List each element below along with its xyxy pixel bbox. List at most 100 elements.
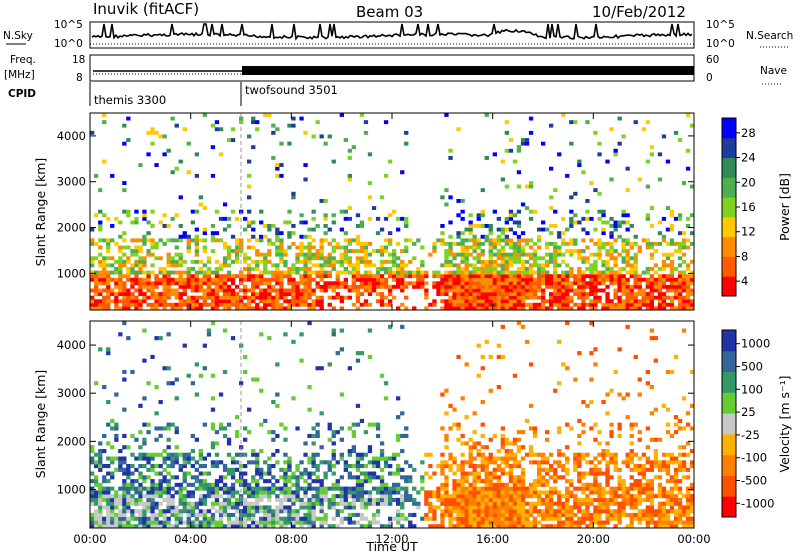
heatmap-cell xyxy=(444,277,449,282)
heatmap-cell xyxy=(323,516,328,521)
heatmap-cell xyxy=(649,437,654,442)
heatmap-cell xyxy=(226,216,232,221)
heatmap-cell xyxy=(444,284,449,289)
heatmap-cell xyxy=(388,231,393,236)
heatmap-cell xyxy=(235,256,240,261)
nsearch-tick-top: 10^5 xyxy=(706,19,735,31)
heatmap-cell xyxy=(359,113,365,117)
heatmap-cell xyxy=(553,267,558,271)
heatmap-cell xyxy=(150,127,155,132)
heatmap-cell xyxy=(102,433,107,438)
heatmap-cell xyxy=(532,306,538,311)
heatmap-cell xyxy=(331,433,336,438)
heatmap-cell xyxy=(230,486,236,491)
heatmap-cell xyxy=(158,512,163,517)
heatmap-cell xyxy=(452,292,457,296)
heatmap-cell xyxy=(669,524,675,529)
heatmap-cell xyxy=(162,281,167,286)
heatmap-cell xyxy=(259,295,264,300)
heatmap-cell xyxy=(637,177,642,182)
heatmap-cell xyxy=(625,227,630,232)
heatmap-cell xyxy=(396,467,401,472)
heatmap-cell xyxy=(460,452,465,457)
heatmap-cell xyxy=(307,520,312,525)
heatmap-cell xyxy=(404,433,409,438)
heatmap-cell xyxy=(150,512,155,517)
heatmap-cell xyxy=(420,245,425,250)
heatmap-cell xyxy=(271,475,276,480)
heatmap-cell xyxy=(138,256,143,261)
heatmap-cell xyxy=(323,512,328,517)
heatmap-cell xyxy=(557,306,562,311)
heatmap-cell xyxy=(516,281,522,286)
heatmap-cell xyxy=(593,437,598,442)
heatmap-cell xyxy=(283,263,288,268)
heatmap-cell xyxy=(114,292,119,296)
heatmap-cell xyxy=(645,381,650,386)
heatmap-cell xyxy=(528,252,534,257)
heatmap-cell xyxy=(134,497,139,502)
heatmap-cell xyxy=(396,471,401,476)
heatmap-cell xyxy=(677,299,683,304)
heatmap-cell xyxy=(524,184,530,189)
heatmap-cell xyxy=(436,497,441,502)
heatmap-cell xyxy=(239,277,244,282)
heatmap-cell xyxy=(669,238,675,243)
heatmap-cell xyxy=(162,292,167,296)
heatmap-cell xyxy=(581,400,586,405)
heatmap-cell xyxy=(331,452,336,457)
heatmap-cell xyxy=(520,277,526,282)
heatmap-cell xyxy=(138,482,143,487)
heatmap-cell xyxy=(460,524,465,529)
heatmap-cell xyxy=(504,452,509,457)
heatmap-cell xyxy=(190,259,195,264)
heatmap-cell xyxy=(351,433,356,438)
freq-unit: [MHz] xyxy=(4,69,35,81)
heatmap-cell xyxy=(130,471,135,476)
heatmap-cell xyxy=(625,259,630,264)
heatmap-cell xyxy=(629,284,634,289)
heatmap-cell xyxy=(577,220,582,225)
heatmap-cell xyxy=(222,281,228,286)
heatmap-cell xyxy=(673,520,679,525)
heatmap-cell xyxy=(319,490,324,495)
heatmap-cell xyxy=(198,524,203,529)
heatmap-cell xyxy=(339,306,344,311)
heatmap-cell xyxy=(661,263,667,268)
heatmap-cell xyxy=(275,362,280,367)
heatmap-cell xyxy=(287,512,292,517)
heatmap-cell xyxy=(323,288,328,293)
heatmap-cell xyxy=(251,120,256,125)
heatmap-cell xyxy=(480,516,485,521)
heatmap-cell xyxy=(665,464,671,469)
heatmap-cell xyxy=(210,494,216,499)
heatmap-cell xyxy=(516,321,522,326)
heatmap-cell xyxy=(327,259,332,264)
heatmap-cell xyxy=(190,284,195,289)
heatmap-cell xyxy=(512,516,518,521)
heatmap-cell xyxy=(440,501,445,506)
heatmap-cell xyxy=(404,224,409,228)
heatmap-cell xyxy=(210,302,216,307)
heatmap-cell xyxy=(661,295,667,300)
heatmap-cell xyxy=(122,123,127,128)
heatmap-cell xyxy=(677,277,683,282)
heatmap-cell xyxy=(641,299,646,304)
heatmap-cell xyxy=(541,497,546,502)
heatmap-cell xyxy=(508,277,514,282)
heatmap-cell xyxy=(214,501,220,506)
heatmap-cell xyxy=(339,299,344,304)
heatmap-cell xyxy=(452,284,457,289)
heatmap-cell xyxy=(561,113,566,117)
heatmap-cell xyxy=(371,249,377,253)
heatmap-cell xyxy=(375,292,381,296)
heatmap-cell xyxy=(432,299,437,304)
heatmap-cell xyxy=(214,209,220,214)
heatmap-cell xyxy=(267,464,272,469)
heatmap-cell xyxy=(267,295,272,300)
heatmap-cell xyxy=(488,270,493,275)
heatmap-cell xyxy=(319,486,324,491)
heatmap-cell xyxy=(226,467,232,472)
heatmap-cell xyxy=(557,252,562,257)
